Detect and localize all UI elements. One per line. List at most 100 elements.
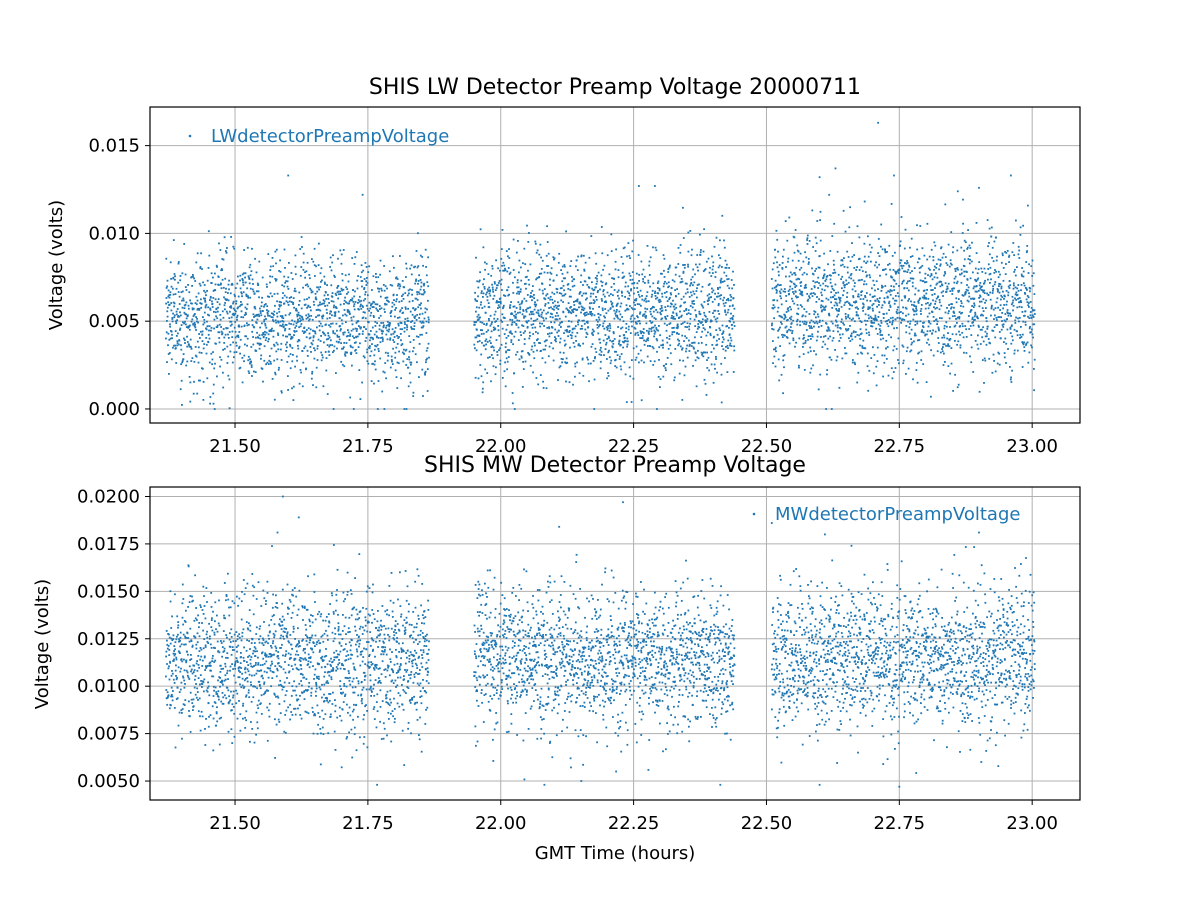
- lw-data-point: [982, 326, 984, 329]
- lw-data-point: [897, 359, 899, 361]
- lw-data-point: [511, 332, 513, 335]
- lw-data-point: [864, 295, 866, 297]
- lw-data-point: [251, 278, 254, 281]
- lw-data-point: [195, 295, 198, 298]
- lw-data-point: [712, 261, 715, 264]
- lw-data-point: [1014, 274, 1017, 277]
- lw-data-point: [396, 361, 399, 364]
- lw-data-point: [821, 346, 824, 348]
- lw-data-point: [502, 307, 504, 310]
- lw-data-point: [408, 300, 411, 303]
- lw-data-point: [967, 320, 970, 323]
- lw-data-point: [166, 279, 169, 282]
- lw-data-point: [475, 310, 477, 313]
- lw-data-point: [662, 375, 665, 378]
- lw-data-point: [622, 247, 625, 250]
- lw-data-point: [721, 341, 724, 343]
- lw-data-point: [562, 358, 564, 361]
- lw-data-point: [576, 298, 579, 301]
- lw-data-point: [187, 326, 190, 329]
- lw-data-point: [322, 314, 325, 317]
- lw-data-point: [612, 294, 614, 297]
- lw-data-point: [418, 274, 420, 277]
- lw-data-point: [221, 278, 224, 281]
- lw-data-point: [419, 304, 421, 306]
- lw-data-point: [996, 319, 998, 321]
- lw-data-point: [526, 275, 528, 278]
- lw-data-point: [499, 347, 501, 350]
- lw-data-point: [536, 338, 539, 340]
- lw-data-point: [299, 248, 302, 250]
- lw-data-point: [325, 369, 328, 372]
- lw-data-point: [214, 298, 217, 301]
- lw-data-point: [305, 367, 307, 370]
- lw-data-point: [329, 256, 332, 259]
- lw-data-point: [500, 248, 503, 250]
- lw-data-point: [988, 273, 991, 276]
- lw-data-point: [771, 268, 774, 271]
- lw-data-point: [782, 355, 785, 357]
- lw-data-point: [775, 291, 778, 294]
- lw-data-point: [192, 275, 194, 278]
- lw-data-point: [978, 297, 980, 299]
- lw-data-point: [388, 323, 391, 326]
- lw-data-point: [792, 319, 794, 322]
- lw-data-point: [209, 402, 211, 405]
- lw-data-point: [326, 312, 328, 314]
- lw-data-point: [400, 344, 403, 347]
- lw-data-point: [895, 282, 898, 285]
- lw-data-point: [389, 322, 391, 325]
- lw-data-point: [202, 323, 205, 326]
- lw-data-point: [426, 390, 429, 392]
- lw-data-point: [408, 358, 411, 361]
- lw-data-point: [220, 326, 222, 328]
- lw-data-point: [657, 287, 659, 289]
- lw-data-point: [921, 296, 924, 299]
- lw-data-point: [690, 254, 693, 257]
- lw-data-point: [694, 325, 697, 327]
- lw-data-point: [717, 287, 719, 289]
- lw-data-point: [216, 317, 219, 320]
- lw-data-point: [533, 308, 536, 311]
- lw-data-point: [550, 267, 553, 270]
- lw-data-point: [974, 313, 977, 316]
- lw-data-point: [828, 193, 831, 196]
- lw-data-point: [244, 281, 247, 284]
- lw-data-point: [521, 313, 524, 316]
- lw-data-point: [520, 302, 523, 305]
- lw-data-point: [273, 345, 276, 347]
- lw-data-point: [651, 321, 654, 324]
- lw-data-point: [808, 261, 810, 264]
- lw-data-point: [776, 289, 778, 292]
- lw-data-point: [172, 293, 175, 296]
- lw-data-point: [1000, 328, 1003, 331]
- lw-data-point: [680, 281, 683, 283]
- lw-data-point: [628, 298, 630, 300]
- lw-data-point: [250, 270, 253, 273]
- lw-data-point: [221, 332, 224, 335]
- lw-data-point: [555, 340, 557, 343]
- lw-data-point: [251, 319, 254, 321]
- lw-data-point: [508, 293, 510, 296]
- lw-data-point: [270, 330, 273, 332]
- lw-data-point: [550, 272, 553, 275]
- lw-data-point: [273, 359, 276, 362]
- lw-data-point: [261, 368, 264, 370]
- lw-data-point: [933, 241, 936, 244]
- lw-data-point: [719, 286, 721, 289]
- lw-data-point: [357, 346, 360, 348]
- lw-data-point: [868, 369, 871, 372]
- lw-data-point: [563, 264, 566, 266]
- lw-data-point: [416, 291, 418, 293]
- lw-data-point: [596, 291, 599, 294]
- lw-data-point: [192, 392, 195, 395]
- lw-data-point: [820, 306, 822, 309]
- lw-data-point: [202, 281, 204, 284]
- lw-data-point: [208, 361, 211, 364]
- lw-data-point: [823, 269, 826, 272]
- lw-data-point: [812, 364, 814, 367]
- lw-data-point: [425, 320, 428, 323]
- lw-data-point: [1008, 261, 1010, 263]
- lw-data-point: [609, 324, 611, 327]
- lw-data-point: [940, 317, 943, 320]
